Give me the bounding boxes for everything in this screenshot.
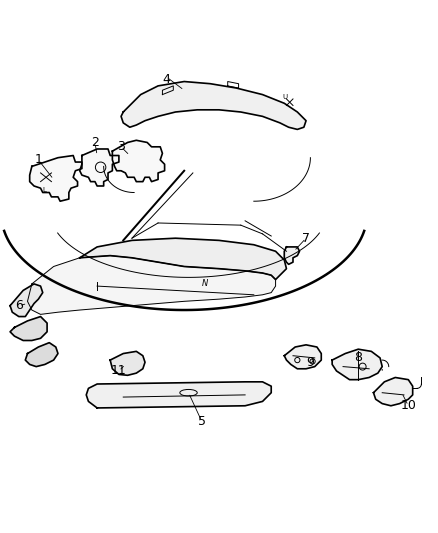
Polygon shape	[374, 377, 413, 406]
Text: 8: 8	[354, 351, 362, 365]
Polygon shape	[28, 256, 276, 314]
Text: 3: 3	[117, 140, 125, 154]
Text: 11: 11	[111, 365, 127, 377]
Text: 4: 4	[163, 73, 171, 86]
Polygon shape	[121, 82, 306, 130]
Polygon shape	[113, 140, 165, 182]
Text: 10: 10	[400, 399, 416, 412]
Text: 5: 5	[198, 415, 205, 427]
Text: 1: 1	[35, 154, 42, 166]
Text: N: N	[201, 279, 208, 288]
Text: L: L	[43, 187, 46, 192]
Polygon shape	[80, 149, 119, 186]
Polygon shape	[10, 284, 43, 317]
Polygon shape	[30, 156, 82, 201]
Text: 7: 7	[302, 232, 310, 245]
Polygon shape	[110, 351, 145, 375]
Text: 2: 2	[91, 136, 99, 149]
Polygon shape	[25, 343, 58, 367]
Polygon shape	[80, 238, 286, 279]
Polygon shape	[284, 247, 300, 264]
Polygon shape	[332, 349, 382, 379]
Polygon shape	[284, 345, 321, 369]
Polygon shape	[86, 382, 271, 408]
Text: 9: 9	[307, 356, 314, 369]
Text: 6: 6	[15, 299, 23, 312]
Text: U: U	[282, 94, 287, 100]
Polygon shape	[10, 317, 47, 341]
